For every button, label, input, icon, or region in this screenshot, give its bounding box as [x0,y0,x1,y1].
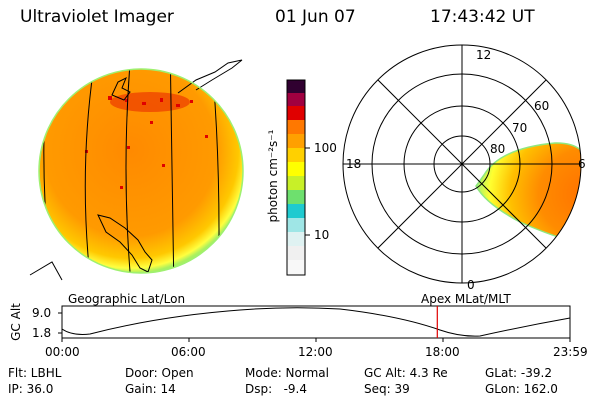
polar-grid [342,44,582,284]
instrument-title: Ultraviolet Imager [20,7,174,27]
date-label: 01 Jun 07 [275,7,356,27]
orbit-xtick-1800: 18:00 [425,345,460,359]
mlat-label-80: 80 [490,142,506,156]
orbit-xtick-0600: 06:00 [171,345,206,359]
status-ip: IP: 36.0 [8,382,54,396]
colorbar-tick-100: 100 [314,141,337,155]
status-flt: Flt: LBHL [8,366,62,380]
mlt-label-18: 18 [346,157,362,171]
orbit-ytick-min: 1.8 [32,326,52,340]
orbit-ylabel: GC Alt [9,303,23,341]
status-glat: GLat: -39.2 [485,366,552,380]
status-seq: Seq: 39 [364,382,410,396]
orbit-xtick-2359: 23:59 [553,345,588,359]
status-dsp: Dsp: -9.4 [245,382,308,396]
mlt-label-0: 0 [467,278,475,292]
bright-emission-patch [85,92,208,189]
orbit-altitude-curve [61,307,571,337]
status-glon: GLon: 162.0 [485,382,558,396]
auroral-oval [475,142,581,246]
colorbar [286,79,310,276]
mlt-label-6: 6 [578,157,586,171]
mlat-label-60: 60 [534,99,550,113]
time-label: 17:43:42 UT [430,7,535,27]
status-mode: Mode: Normal [245,366,329,380]
orbit-xtick-1200: 12:00 [298,345,333,359]
orbit-x-ticks [61,338,571,342]
mlat-label-70: 70 [512,121,528,135]
right-panel-caption: Apex MLat/MLT [421,292,511,306]
status-gain: Gain: 14 [125,382,176,396]
orbit-altitude-plot [58,305,571,342]
orbit-ytick-max: 9.0 [32,306,52,320]
polar-plot [342,44,582,284]
orbit-xtick-0000: 00:00 [45,345,80,359]
status-door: Door: Open [125,366,194,380]
left-panel-caption: Geographic Lat/Lon [68,292,186,306]
colorbar-tick-10: 10 [314,228,330,242]
earth-globe-image [29,59,244,281]
mlt-label-12: 12 [476,48,492,62]
status-gc-alt: GC Alt: 4.3 Re [364,366,448,380]
colorbar-unit-label: photon cm⁻²s⁻¹ [266,129,280,223]
coastlines [29,59,243,281]
